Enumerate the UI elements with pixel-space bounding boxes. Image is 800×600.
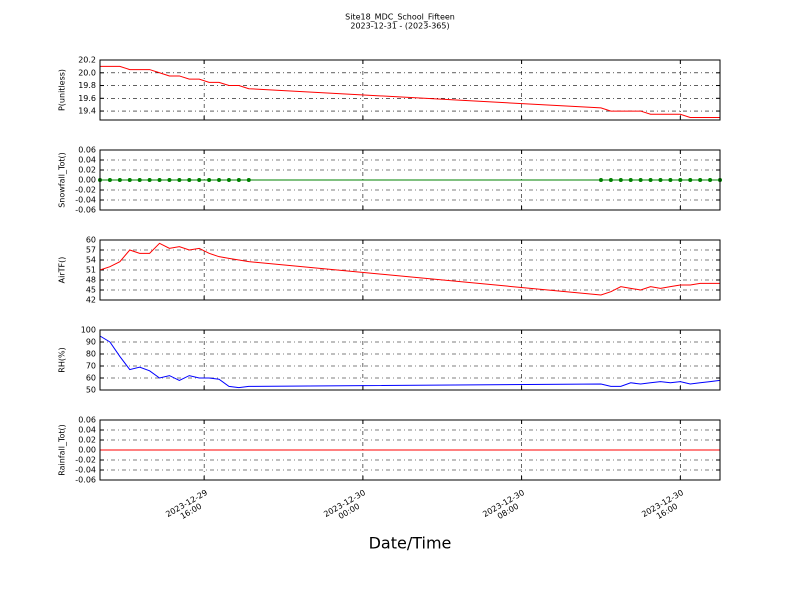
y-axis-label: Rainfall_Tot() <box>58 424 67 476</box>
y-tick-label: 0.00 <box>78 176 96 185</box>
y-tick-label: 57 <box>86 246 96 255</box>
marker <box>207 178 212 182</box>
marker <box>608 178 613 182</box>
y-tick-label: 60 <box>86 236 96 245</box>
y-tick-label: -0.02 <box>75 186 96 195</box>
y-tick-label: 54 <box>86 256 96 265</box>
marker <box>157 178 162 182</box>
y-axis-label: Snowfall_Tot() <box>58 152 67 208</box>
marker <box>197 178 202 182</box>
marker <box>708 178 713 182</box>
y-tick-label: 19.6 <box>78 94 96 103</box>
marker <box>648 178 653 182</box>
y-tick-label: 20.0 <box>78 68 96 77</box>
marker <box>147 178 152 182</box>
marker <box>217 178 222 182</box>
y-tick-label: 19.8 <box>78 81 96 90</box>
marker <box>167 178 172 182</box>
marker <box>618 178 623 182</box>
y-tick-label: 20.2 <box>78 56 96 65</box>
marker <box>117 178 122 182</box>
y-tick-label: 50 <box>86 386 96 395</box>
axes-frame <box>99 149 721 211</box>
y-tick-label: -0.06 <box>75 476 96 485</box>
y-tick-label: 42 <box>86 296 96 305</box>
y-tick-label: -0.04 <box>75 196 96 205</box>
y-tick-label: 70 <box>86 362 96 371</box>
y-tick-label: 51 <box>86 266 96 275</box>
y-tick-label: 60 <box>86 374 96 383</box>
y-tick-label: 0.02 <box>78 436 96 445</box>
y-axis-label: RH(%) <box>58 347 67 372</box>
marker <box>688 178 693 182</box>
line <box>100 65 720 118</box>
x-axis-label: Date/Time <box>369 534 452 553</box>
marker <box>638 178 643 182</box>
marker <box>236 178 241 182</box>
marker <box>127 178 132 182</box>
marker <box>246 178 251 182</box>
y-tick-label: 45 <box>86 286 96 295</box>
y-tick-label: 0.06 <box>78 146 96 155</box>
y-tick-label: 80 <box>86 350 96 359</box>
y-tick-label: 48 <box>86 276 96 285</box>
marker <box>628 178 633 182</box>
marker <box>698 178 703 182</box>
y-tick-label: -0.06 <box>75 206 96 215</box>
marker <box>226 178 231 182</box>
y-tick-label: 100 <box>81 326 96 335</box>
marker <box>668 178 673 182</box>
y-axis-label: P(unitless) <box>58 69 67 111</box>
marker <box>107 178 112 182</box>
y-tick-label: -0.02 <box>75 456 96 465</box>
axes-frame <box>99 239 721 301</box>
y-tick-label: -0.04 <box>75 466 96 475</box>
y-tick-label: 0.04 <box>78 426 96 435</box>
marker <box>137 178 142 182</box>
marker <box>658 178 663 182</box>
marker <box>187 178 192 182</box>
chart-title: Site18_MDC_School_Fifteen <box>345 13 455 22</box>
marker <box>177 178 182 182</box>
y-axis-label: AirTF() <box>58 257 67 284</box>
y-tick-label: 0.04 <box>78 156 96 165</box>
y-tick-label: 19.4 <box>78 107 96 116</box>
axes-frame <box>99 329 721 391</box>
y-tick-label: 0.00 <box>78 446 96 455</box>
y-tick-label: 0.02 <box>78 166 96 175</box>
y-tick-label: 0.06 <box>78 416 96 425</box>
chart-subtitle: 2023-12-31 - (2023-365) <box>350 22 449 31</box>
marker <box>598 178 603 182</box>
line <box>99 335 721 389</box>
line <box>99 242 720 296</box>
marker <box>678 178 683 182</box>
y-tick-label: 90 <box>86 338 96 347</box>
axes-frame <box>99 419 721 481</box>
axes-frame <box>99 59 721 121</box>
